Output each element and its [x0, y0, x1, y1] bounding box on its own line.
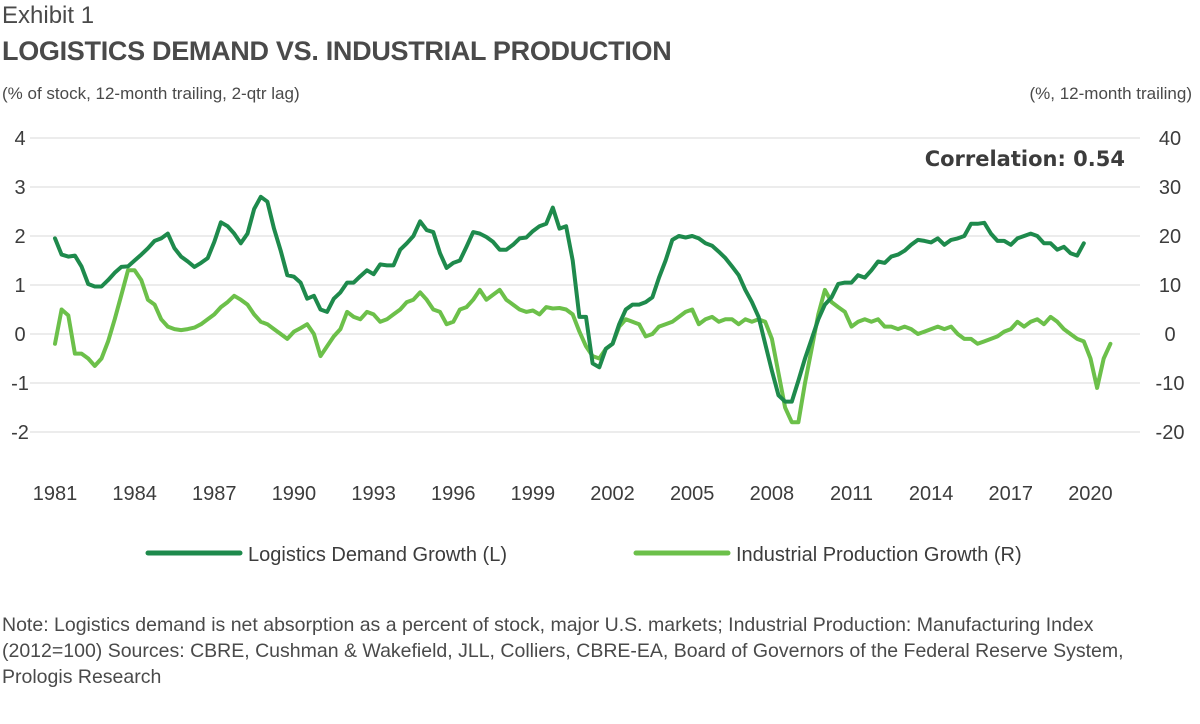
x-tick-label: 1999 — [511, 483, 556, 505]
left-axis-units: (% of stock, 12-month trailing, 2-qtr la… — [2, 84, 300, 103]
x-tick-label: 1984 — [112, 483, 157, 505]
x-tick-label: 1993 — [351, 483, 396, 505]
correlation-annotation: Correlation: 0.54 — [925, 147, 1125, 171]
right-y-tick-label: 30 — [1159, 177, 1181, 199]
left-y-tick-label: 1 — [14, 275, 25, 297]
x-tick-label: 2020 — [1068, 483, 1113, 505]
x-tick-label: 1990 — [272, 483, 317, 505]
industrial-production-line — [53, 268, 1113, 425]
right-y-tick-label: 20 — [1159, 226, 1181, 248]
right-y-axis: 40 30 20 10 0 -10 -20 — [1156, 128, 1185, 444]
x-tick-label: 1987 — [192, 483, 237, 505]
x-tick-label: 1981 — [33, 483, 78, 505]
right-y-tick-label: -10 — [1156, 373, 1185, 395]
right-axis-units: (%, 12-month trailing) — [1029, 84, 1192, 103]
left-y-tick-label: 4 — [14, 128, 25, 150]
left-y-tick-label: 0 — [14, 324, 25, 346]
x-tick-label: 2017 — [989, 483, 1034, 505]
x-tick-label: 2014 — [909, 483, 954, 505]
x-axis: 1981 1984 1987 1990 1993 1996 1999 2002 2005 2008… — [33, 483, 1113, 505]
x-tick-label: 1996 — [431, 483, 476, 505]
exhibit-label: Exhibit 1 — [2, 2, 95, 29]
legend-label: Logistics Demand Growth (L) — [248, 544, 507, 566]
logistics-demand-line — [53, 194, 1086, 404]
right-y-tick-label: 0 — [1164, 324, 1175, 346]
legend: Logistics Demand Growth (L) Industrial Pr… — [145, 544, 1022, 566]
left-y-axis: 4 3 2 1 0 -1 -2 — [11, 128, 29, 444]
right-y-tick-label: 10 — [1159, 275, 1181, 297]
legend-label: Industrial Production Growth (R) — [736, 544, 1022, 566]
left-y-tick-label: 3 — [14, 177, 25, 199]
x-tick-label: 2002 — [590, 483, 635, 505]
gridlines — [30, 137, 1140, 433]
chart-title: LOGISTICS DEMAND VS. INDUSTRIAL PRODUCTI… — [2, 36, 672, 66]
series-lines — [53, 194, 1113, 425]
x-tick-label: 2005 — [670, 483, 715, 505]
x-tick-label: 2011 — [830, 483, 873, 505]
footnote: Note: Logistics demand is net absorption… — [2, 614, 1124, 688]
right-y-tick-label: 40 — [1159, 128, 1181, 150]
right-y-tick-label: -20 — [1156, 422, 1185, 444]
left-y-tick-label: -2 — [11, 422, 29, 444]
left-y-tick-label: 2 — [14, 226, 25, 248]
x-tick-label: 2008 — [750, 483, 795, 505]
left-y-tick-label: -1 — [11, 373, 29, 395]
